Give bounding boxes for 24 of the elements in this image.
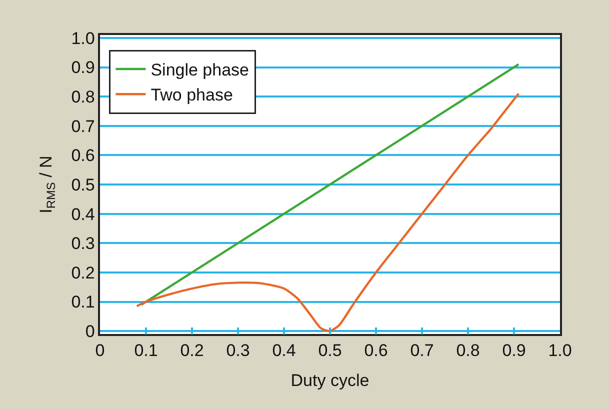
y-tick-label: 0.9 <box>71 58 95 78</box>
x-tick-label: 1.0 <box>548 341 572 360</box>
y-tick-label: 0 <box>85 322 95 342</box>
x-tick-label: 0.4 <box>272 341 296 360</box>
x-tick-label: 0.2 <box>180 341 204 360</box>
x-tick-label: 0.7 <box>410 341 434 360</box>
x-tick-label: 0.6 <box>364 341 388 360</box>
x-axis-title: Duty cycle <box>290 371 370 390</box>
x-tick-label: 0.3 <box>226 341 250 360</box>
x-tick-label: 0.9 <box>502 341 526 360</box>
y-tick-label: 0.2 <box>71 263 95 282</box>
y-tick-label: 0.1 <box>71 292 95 312</box>
x-tick-label: 0.5 <box>318 341 342 360</box>
legend-label: Single phase <box>150 60 250 80</box>
x-tick-label: 0.8 <box>456 341 480 360</box>
y-tick-label: 1.0 <box>71 28 95 48</box>
y-tick-label: 0.6 <box>71 146 95 166</box>
y-tick-label: 0.3 <box>71 234 95 254</box>
legend-label: Two phase <box>150 86 233 105</box>
y-tick-label: 0.5 <box>71 175 95 194</box>
y-tick-label: 0.4 <box>71 204 95 224</box>
x-tick-label: 0.1 <box>134 341 158 360</box>
y-tick-label: 0.8 <box>71 88 95 107</box>
y-tick-label: 0.7 <box>71 116 95 136</box>
